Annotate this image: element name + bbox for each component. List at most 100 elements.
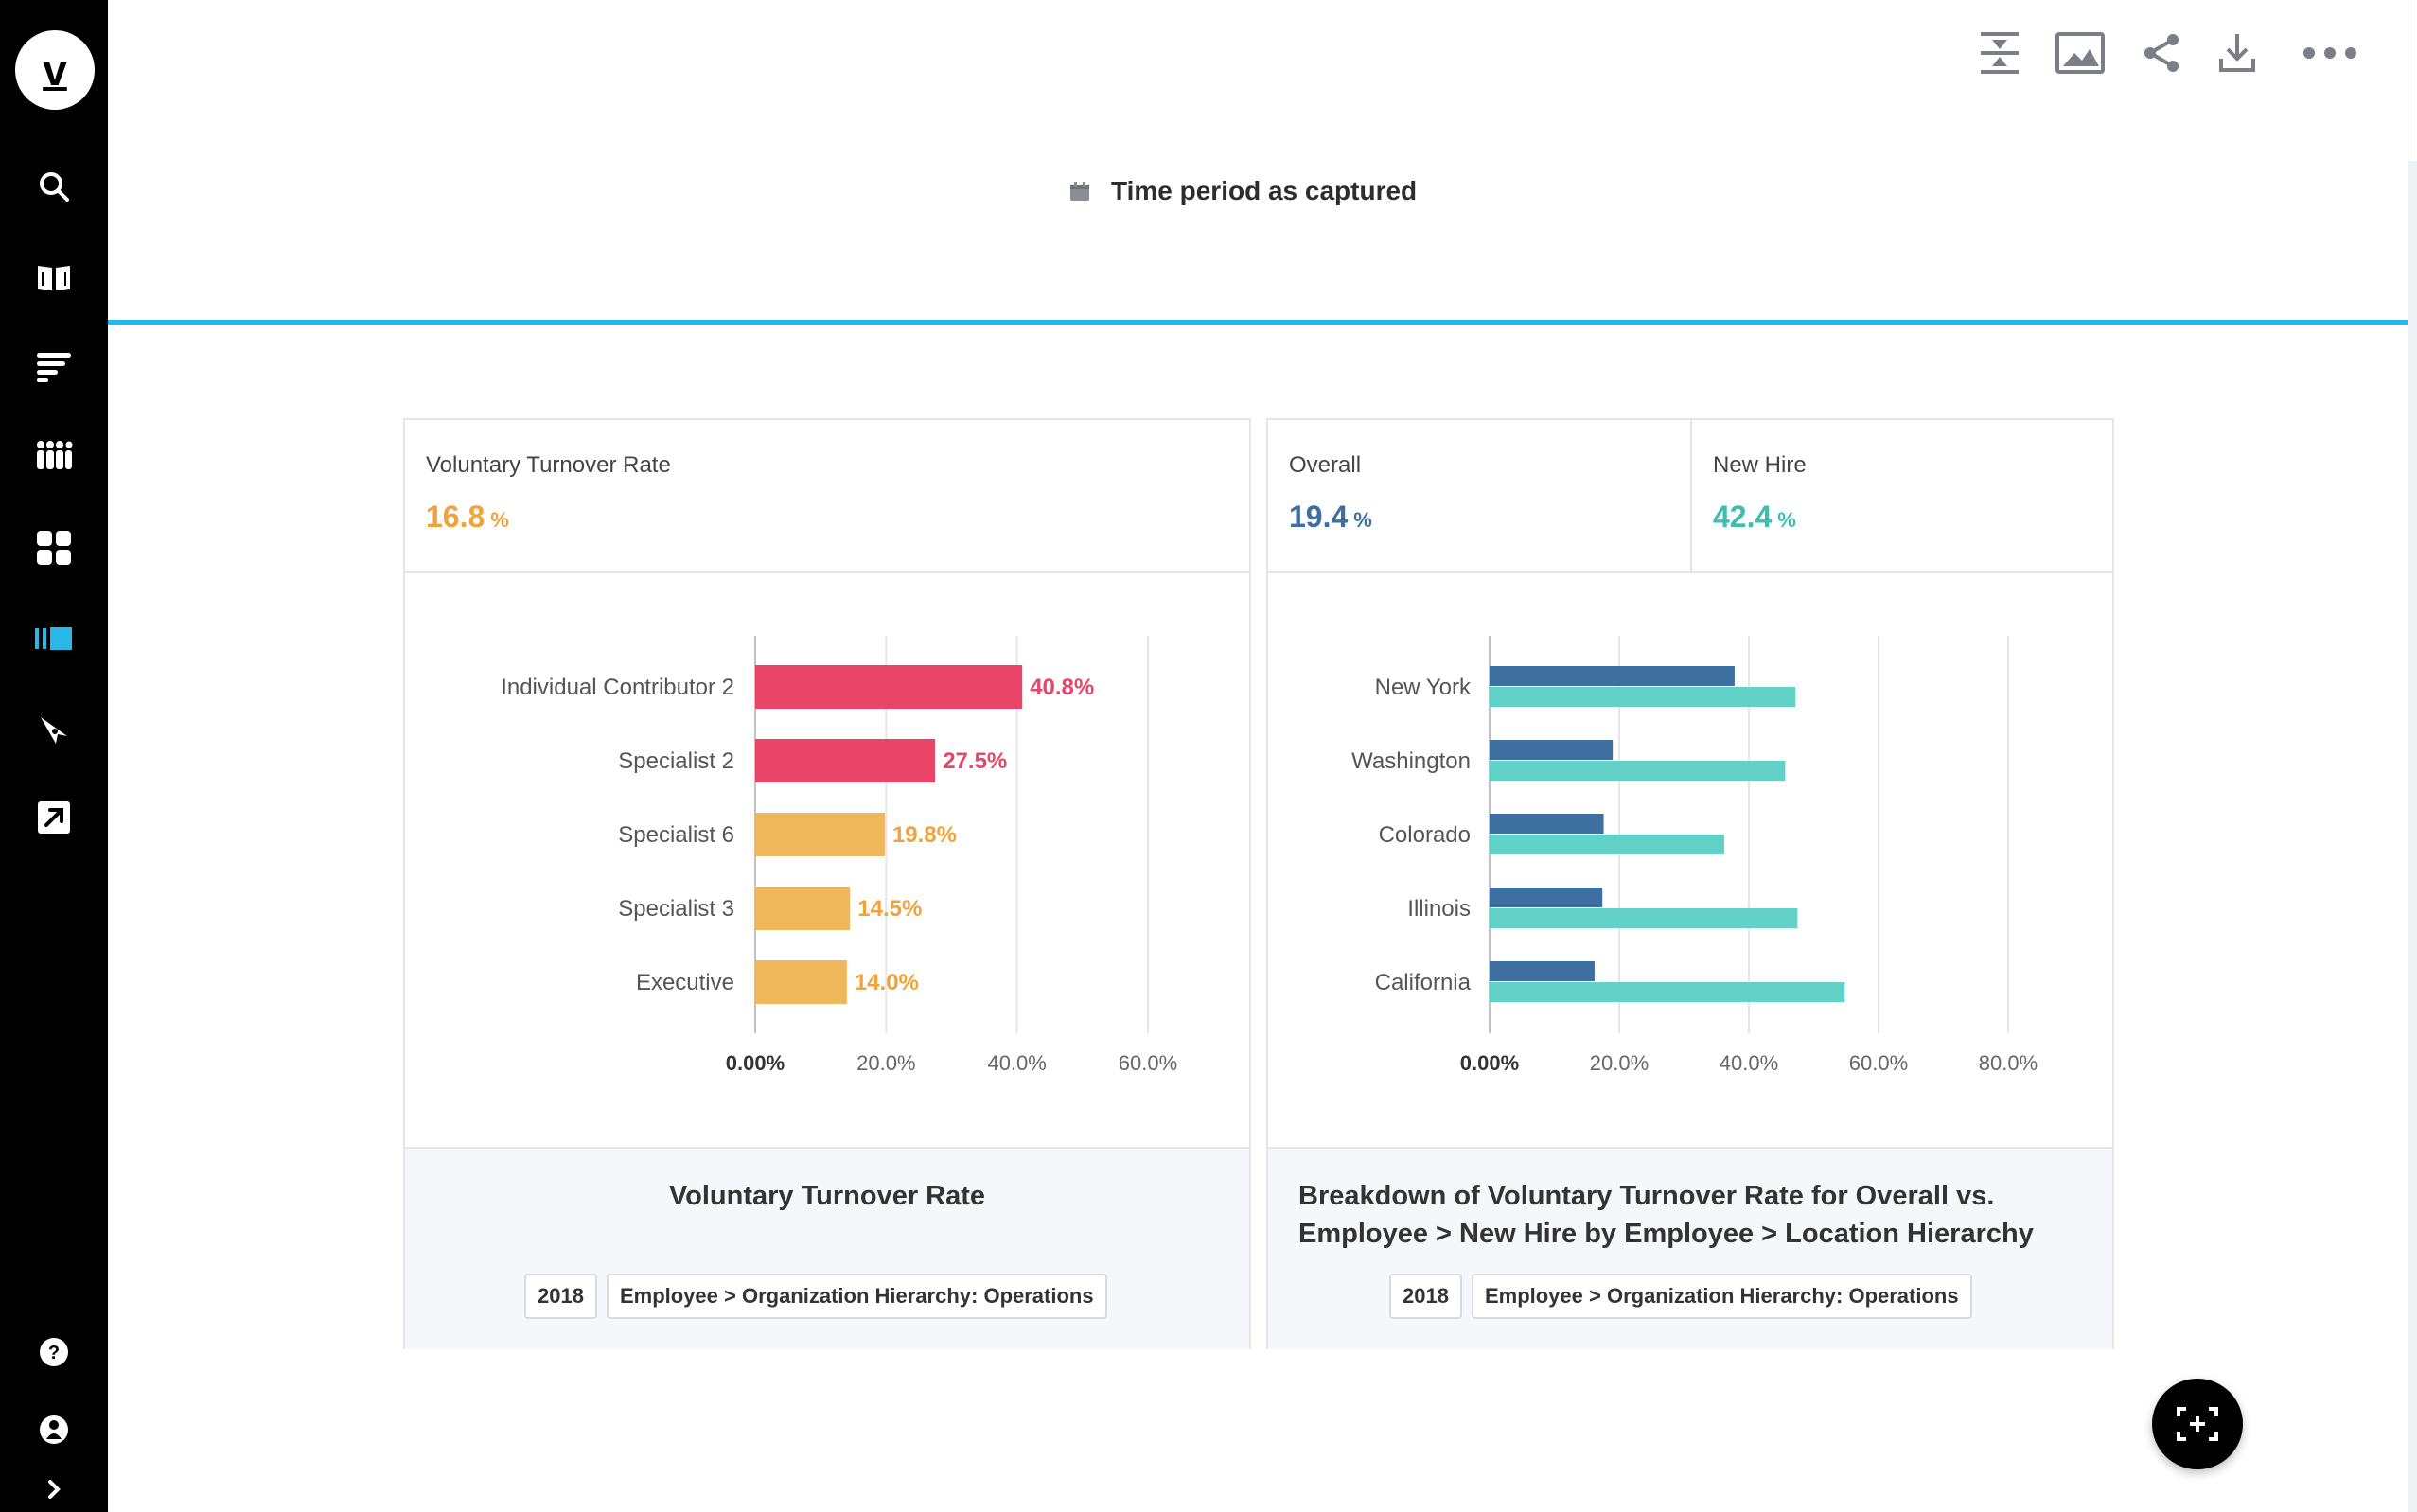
kpi-unit: % <box>1353 508 1372 532</box>
share-icon[interactable] <box>2137 28 2186 78</box>
help-icon[interactable]: ? <box>31 1329 77 1375</box>
chart-area: 0.00% 20.0% 40.0% 60.0% 80.0% New York Washing… <box>1268 573 2112 1147</box>
bar-new-hire <box>1490 761 1786 781</box>
x-tick-label: 20.0% <box>856 1051 915 1075</box>
category-label: Illinois <box>1407 896 1471 922</box>
turnover-bar-chart: 0.00% 20.0% 40.0% 60.0% Individual Contribut… <box>501 636 1177 1075</box>
card-footer: Voluntary Turnover Rate 2018 Employee > … <box>405 1147 1249 1349</box>
x-tick-label: 20.0% <box>1590 1051 1649 1075</box>
voluntary-turnover-card: Voluntary Turnover Rate 16.8% 0.00% 20.0%… <box>403 418 1251 1349</box>
category-label: Specialist 3 <box>618 896 734 922</box>
time-period-label: Time period as captured <box>1111 176 1418 205</box>
footer-title: Voluntary Turnover Rate <box>668 1181 986 1211</box>
category-label: Specialist 6 <box>618 822 734 848</box>
download-icon[interactable] <box>2213 28 2262 78</box>
kpi-value: 42.4% <box>1713 500 2112 535</box>
bar-overall <box>1490 666 1735 686</box>
data-label: 27.5% <box>943 748 1007 774</box>
x-tick-label: 0.00% <box>1460 1051 1519 1075</box>
bar-new-hire <box>1490 835 1724 854</box>
bar <box>755 887 851 930</box>
data-label: 14.0% <box>855 970 919 995</box>
footer-title-line1: Breakdown of Voluntary Turnover Rate for… <box>1298 1181 1995 1211</box>
bar-overall <box>1490 814 1604 834</box>
filter-tags: 2018 Employee > Organization Hierarchy: … <box>524 1274 1107 1319</box>
category-label: Individual Contributor 2 <box>501 675 734 700</box>
category-label: New York <box>1375 675 1472 700</box>
category-label: Executive <box>636 970 734 995</box>
footer-title: Breakdown of Voluntary Turnover Rate for… <box>1298 1177 2034 1253</box>
bar <box>755 665 1023 709</box>
people-icon[interactable] <box>31 433 77 479</box>
data-label: 14.5% <box>857 896 922 922</box>
data-label: 19.8% <box>892 822 957 848</box>
kpi-new-hire: New Hire 42.4% <box>1692 420 2112 571</box>
kpi-label: Overall <box>1289 452 1362 478</box>
kpi-separator <box>1690 420 1692 571</box>
kpi-value: 19.4% <box>1289 500 1690 535</box>
more-options-icon[interactable] <box>2300 28 2360 78</box>
logo-letter: v <box>43 45 67 95</box>
kpi-value: 16.8% <box>426 500 671 535</box>
external-link-icon[interactable] <box>31 795 77 840</box>
search-icon[interactable] <box>31 164 77 209</box>
bar <box>755 739 936 782</box>
capture-add-icon <box>2177 1407 2218 1441</box>
x-tick-label: 60.0% <box>1849 1051 1908 1075</box>
kpi-number: 19.4 <box>1289 500 1349 534</box>
right-scroll-gutter <box>2408 0 2417 1512</box>
kpi-voluntary-turnover: Voluntary Turnover Rate 16.8% <box>405 420 671 571</box>
bar <box>755 813 885 856</box>
filter-tags: 2018 Employee > Organization Hierarchy: … <box>1389 1274 1972 1319</box>
section-divider <box>108 320 2408 325</box>
storyboard-icon[interactable] <box>31 616 77 661</box>
kpi-number: 16.8 <box>426 500 485 534</box>
kpi-unit: % <box>490 508 509 532</box>
chart-area: 0.00% 20.0% 40.0% 60.0% Individual Contribut… <box>405 573 1249 1147</box>
tag-year[interactable]: 2018 <box>524 1274 597 1319</box>
user-profile-icon[interactable] <box>31 1407 77 1452</box>
dashboard-icon[interactable] <box>31 525 77 571</box>
bar-new-hire <box>1490 908 1798 928</box>
card-header: Overall 19.4% New Hire 42.4% <box>1268 420 2112 573</box>
right-gutter-top <box>2408 0 2417 161</box>
card-header: Voluntary Turnover Rate 16.8% <box>405 420 1249 573</box>
image-icon[interactable] <box>2055 28 2105 78</box>
logo-button[interactable]: v <box>15 30 95 110</box>
card-footer: Breakdown of Voluntary Turnover Rate for… <box>1268 1147 2112 1349</box>
location-breakdown-card: Overall 19.4% New Hire 42.4% 0.00% 20.0% 4… <box>1266 418 2114 1349</box>
category-label: California <box>1375 970 1472 995</box>
bar-new-hire <box>1490 687 1796 707</box>
kpi-label: New Hire <box>1713 452 1807 478</box>
tag-org-hierarchy[interactable]: Employee > Organization Hierarchy: Opera… <box>606 1274 1107 1319</box>
svg-text:?: ? <box>48 1343 60 1363</box>
add-to-storyboard-button[interactable] <box>2152 1379 2243 1469</box>
data-label: 40.8% <box>1030 675 1094 700</box>
tag-year[interactable]: 2018 <box>1389 1274 1462 1319</box>
kpi-number: 42.4 <box>1713 500 1773 534</box>
x-tick-label: 60.0% <box>1119 1051 1177 1075</box>
bar-new-hire <box>1490 982 1845 1002</box>
bar-overall <box>1490 740 1614 760</box>
sidebar: v ? <box>0 0 108 1512</box>
x-tick-label: 80.0% <box>1979 1051 2038 1075</box>
kpi-unit: % <box>1777 508 1796 532</box>
bar-overall <box>1490 961 1595 981</box>
collapse-icon[interactable] <box>1975 28 2024 78</box>
x-tick-label: 40.0% <box>1720 1051 1778 1075</box>
x-tick-label: 40.0% <box>987 1051 1046 1075</box>
book-icon[interactable] <box>31 255 77 300</box>
feed-icon[interactable] <box>31 343 77 389</box>
bar <box>755 960 847 1004</box>
x-tick-label: 0.00% <box>726 1051 785 1075</box>
calendar-icon <box>1070 182 1089 201</box>
time-period[interactable]: Time period as captured <box>1069 176 1417 206</box>
footer-title-line2: Employee > New Hire by Employee > Locati… <box>1298 1219 2034 1249</box>
location-bar-chart: 0.00% 20.0% 40.0% 60.0% 80.0% New York Washing… <box>1351 636 2038 1075</box>
kpi-label: Voluntary Turnover Rate <box>426 452 671 478</box>
tag-org-hierarchy[interactable]: Employee > Organization Hierarchy: Opera… <box>1471 1274 1972 1319</box>
category-label: Washington <box>1351 748 1471 774</box>
expand-sidebar-chevron-icon[interactable] <box>31 1467 77 1512</box>
compass-icon[interactable] <box>31 708 77 753</box>
bar-overall <box>1490 888 1603 907</box>
